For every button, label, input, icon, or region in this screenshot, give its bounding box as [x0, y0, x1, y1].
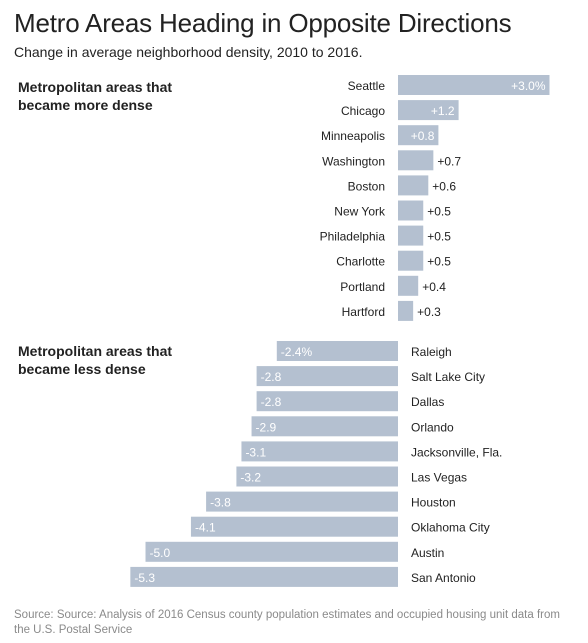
- bar-raleigh: [276, 341, 398, 361]
- value-label: +0.6: [432, 179, 456, 193]
- value-label: -2.8: [261, 395, 282, 409]
- category-label: Portland: [340, 280, 385, 294]
- category-label: Minneapolis: [321, 129, 385, 143]
- bar-jacksonville-fla-: [241, 441, 398, 462]
- category-label: Jacksonville, Fla.: [411, 445, 502, 459]
- category-label: Orlando: [411, 420, 454, 434]
- bar-boston: [398, 175, 429, 196]
- value-label: +0.5: [427, 205, 451, 219]
- bar-charlotte: [398, 250, 424, 271]
- value-label: +1.2: [431, 104, 455, 118]
- category-label: Salt Lake City: [411, 370, 485, 384]
- category-label: Seattle: [348, 79, 386, 93]
- bar-salt-lake-city: [256, 366, 398, 387]
- bar-portland: [398, 275, 419, 296]
- value-label: -5.0: [150, 546, 171, 560]
- value-label: +0.5: [427, 255, 451, 269]
- value-label: -4.1: [195, 521, 216, 535]
- bar-new-york: [398, 200, 424, 221]
- value-label: +0.8: [411, 129, 435, 143]
- category-label: Washington: [322, 154, 385, 168]
- bar-san-antonio: [130, 566, 398, 587]
- value-label: +0.3: [417, 305, 441, 319]
- category-label: Boston: [348, 179, 385, 193]
- category-label: Philadelphia: [320, 230, 386, 244]
- value-label: -5.3: [134, 571, 155, 585]
- bar-oklahoma-city: [190, 516, 398, 537]
- category-label: San Antonio: [411, 571, 476, 585]
- bar-orlando: [251, 416, 398, 437]
- bar-houston: [206, 491, 398, 512]
- value-label: +0.7: [437, 154, 461, 168]
- density-bar-chart: Seattle +3.0% Chicago +1.2 Minneapolis +0.8 Wa…: [130, 75, 550, 587]
- bar-las-vegas: [236, 466, 398, 487]
- more-dense-group-label: Metropolitan areas that became more dens…: [18, 79, 173, 113]
- category-label: Charlotte: [336, 255, 385, 269]
- category-label: Chicago: [341, 104, 385, 118]
- category-label: Dallas: [411, 395, 444, 409]
- value-label: -2.4%: [281, 345, 313, 359]
- value-label: -3.2: [240, 471, 261, 485]
- bar-chicago: [398, 100, 459, 121]
- bar-seattle: [398, 75, 550, 95]
- value-label: +0.5: [427, 230, 451, 244]
- value-label: -2.9: [256, 420, 277, 434]
- source-note: Source: Source: Analysis of 2016 Census …: [14, 609, 560, 636]
- bar-philadelphia: [398, 225, 424, 246]
- bar-dallas: [256, 391, 398, 412]
- chart-subtitle: Change in average neighborhood density, …: [14, 44, 363, 60]
- bar-minneapolis: [398, 125, 439, 146]
- value-label: -3.1: [245, 445, 266, 459]
- value-label: -2.8: [261, 370, 282, 384]
- chart-title: Metro Areas Heading in Opposite Directio…: [14, 8, 512, 38]
- bar-hartford: [398, 300, 414, 321]
- category-label: Houston: [411, 496, 456, 510]
- value-label: +0.4: [422, 280, 446, 294]
- value-label: -3.8: [210, 496, 231, 510]
- bar-austin: [145, 541, 398, 562]
- category-label: Las Vegas: [411, 471, 467, 485]
- category-label: Oklahoma City: [411, 521, 490, 535]
- category-label: Raleigh: [411, 345, 452, 359]
- bar-washington: [398, 150, 434, 171]
- category-label: Austin: [411, 546, 444, 560]
- value-label: +3.0%: [511, 79, 546, 93]
- category-label: New York: [334, 205, 386, 219]
- category-label: Hartford: [342, 305, 385, 319]
- less-dense-group-label: Metropolitan areas that became less dens…: [18, 343, 173, 377]
